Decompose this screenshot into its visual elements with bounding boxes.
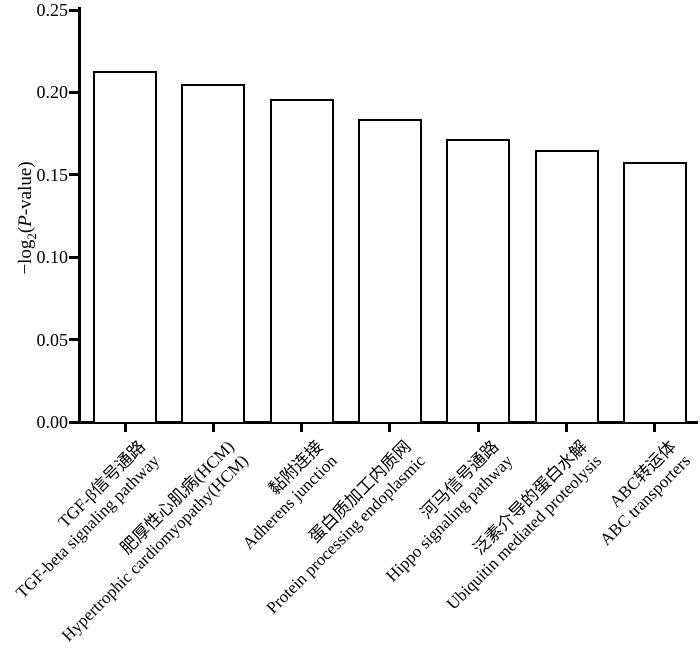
x-tick-mark — [653, 424, 657, 432]
x-tick-mark — [565, 424, 569, 432]
y-tick-mark — [69, 255, 78, 259]
bar-6 — [534, 150, 599, 424]
y-axis-title-paren: ( — [15, 226, 36, 234]
x-tick-mark — [476, 424, 480, 432]
y-axis-title-prefix: −log — [15, 239, 36, 275]
y-axis-title-italic-p: P — [15, 215, 36, 227]
y-axis-title-subscript: 2 — [23, 233, 39, 240]
y-tick-mark — [69, 8, 78, 12]
y-tick-label: 0.20 — [36, 82, 69, 103]
y-tick-label: 0.10 — [36, 247, 69, 268]
y-tick-label: 0.05 — [36, 329, 69, 350]
bar-3 — [269, 98, 334, 424]
x-tick-mark — [300, 424, 304, 432]
bar-1 — [93, 70, 157, 424]
y-tick-mark — [69, 338, 78, 342]
bar-4 — [357, 118, 422, 424]
y-tick-mark — [69, 90, 78, 94]
x-tick-mark — [123, 424, 127, 432]
y-axis-line — [78, 7, 81, 424]
y-tick-mark — [69, 420, 78, 424]
x-tick-mark — [388, 424, 392, 432]
y-tick-mark — [69, 173, 78, 177]
bar-7 — [622, 161, 687, 424]
y-tick-label: 0.15 — [36, 164, 69, 185]
y-tick-label: 0.00 — [36, 412, 69, 432]
y-axis-title-text: −log2(P-value) — [15, 161, 39, 275]
y-tick-label: 0.25 — [36, 0, 69, 20]
x-tick-mark — [211, 424, 215, 432]
bar-2 — [181, 84, 246, 424]
y-axis-title-suffix: -value) — [15, 161, 36, 216]
bar-5 — [446, 138, 511, 424]
x-category-label: ABC转运体 ABC transporters — [582, 437, 695, 550]
category-label-en: Hypertrophic cardiomyopathy(HCM) — [57, 451, 252, 646]
